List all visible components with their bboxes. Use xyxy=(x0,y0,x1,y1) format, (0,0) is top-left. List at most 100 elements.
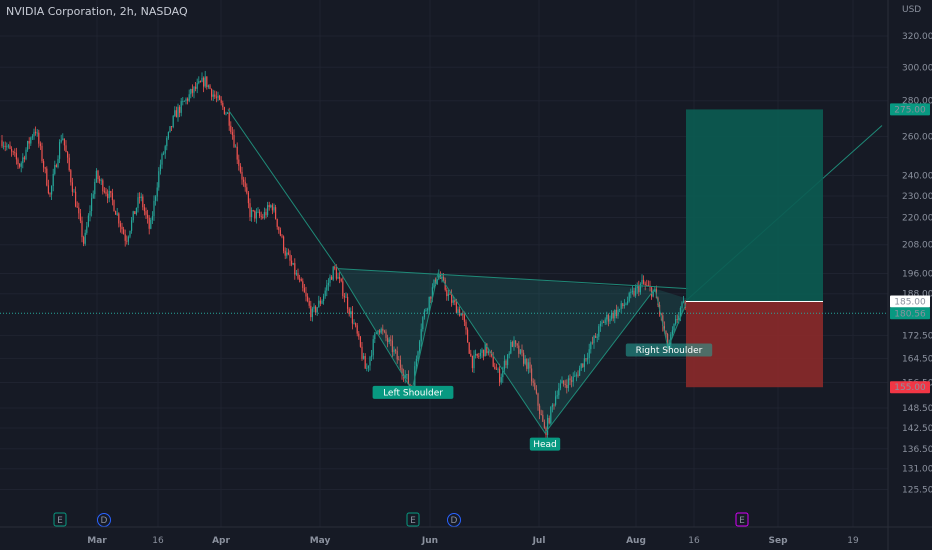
candle-body xyxy=(84,232,86,244)
candle-body xyxy=(569,378,571,381)
candle-body xyxy=(102,180,104,192)
candle-body xyxy=(343,296,345,298)
candle-body xyxy=(555,396,557,405)
candle-body xyxy=(505,360,507,366)
candle-body xyxy=(279,230,281,236)
candle-body xyxy=(239,165,241,172)
candle-body xyxy=(287,252,289,255)
candle-body xyxy=(9,145,11,149)
candle-body xyxy=(675,319,677,325)
candle-body xyxy=(367,365,369,369)
y-tick-label: 188.00 xyxy=(902,290,932,300)
candle-body xyxy=(183,100,185,102)
candle-body xyxy=(222,102,224,108)
candle-body xyxy=(422,317,424,330)
candle-body xyxy=(553,404,555,406)
candle-body xyxy=(235,146,237,148)
candle-body xyxy=(566,384,568,389)
candle-body xyxy=(435,279,437,285)
candle-body xyxy=(196,83,198,89)
candle-body xyxy=(89,211,91,216)
candle-body xyxy=(470,353,472,356)
candle-body xyxy=(75,191,77,207)
candle-body xyxy=(292,263,294,265)
candle-body xyxy=(622,303,624,307)
candle-body xyxy=(492,355,494,367)
candle-body xyxy=(543,421,545,428)
candle-body xyxy=(526,358,528,369)
candle-body xyxy=(409,384,411,387)
y-tick-label: 196.00 xyxy=(902,270,932,280)
price-axis[interactable]: 320.00 300.00 280.00 260.00 240.00 230.00 220.… xyxy=(887,0,932,550)
candle-body xyxy=(537,393,539,406)
candle-body xyxy=(652,291,654,297)
candle-body xyxy=(339,277,341,279)
candle-body xyxy=(587,357,589,360)
candle-body xyxy=(500,377,502,383)
candle-body xyxy=(468,342,470,354)
candle-body xyxy=(175,110,177,118)
candle-body xyxy=(305,292,307,297)
candle-body xyxy=(431,287,433,299)
candle-body xyxy=(81,220,83,238)
y-tick-label: 164.50 xyxy=(902,354,932,364)
candle-body xyxy=(214,94,216,97)
candle-body xyxy=(521,349,523,353)
candle-body xyxy=(502,369,504,378)
candle-body xyxy=(63,138,65,146)
candle-body xyxy=(171,126,173,127)
time-axis[interactable]: Mar 16 Apr May Jun Jul Aug 16 Sep 19 xyxy=(0,526,932,546)
candle-body xyxy=(7,145,9,147)
candle-body xyxy=(243,179,245,182)
candle-body xyxy=(187,98,189,101)
candle-body xyxy=(265,212,267,216)
candle-body xyxy=(419,341,421,352)
candle-body xyxy=(540,413,542,415)
candle-body xyxy=(355,323,357,326)
candle-body xyxy=(356,325,358,334)
candle-body xyxy=(108,190,110,199)
candle-body xyxy=(35,131,37,134)
candle-body xyxy=(524,358,526,364)
candle-body xyxy=(585,358,587,360)
candle-body xyxy=(591,342,593,344)
candle-body xyxy=(227,112,229,114)
candle-body xyxy=(441,276,443,279)
candle-body xyxy=(191,88,193,93)
candle-body xyxy=(67,152,69,158)
candle-body xyxy=(1,140,3,147)
price-tag: 155.00 xyxy=(894,383,926,393)
candle-body xyxy=(295,273,297,275)
candle-body xyxy=(611,312,613,319)
right-shoulder-area xyxy=(655,288,688,349)
candle-body xyxy=(167,132,169,139)
candle-body xyxy=(513,340,515,347)
candle-body xyxy=(38,132,40,144)
candle-body xyxy=(158,171,160,188)
candle-body xyxy=(142,196,144,208)
candle-body xyxy=(476,353,478,356)
candle-body xyxy=(542,414,544,422)
candle-body xyxy=(547,417,549,435)
candle-body xyxy=(678,315,680,320)
candle-body xyxy=(30,137,32,144)
candle-body xyxy=(201,77,203,82)
candle-body xyxy=(523,352,525,364)
candle-body xyxy=(79,213,81,221)
candle-body xyxy=(438,275,440,280)
candle-body xyxy=(351,311,353,324)
y-tick-label: 320.00 xyxy=(902,32,932,42)
candle-body xyxy=(451,294,453,303)
candle-body xyxy=(635,288,637,296)
candle-body xyxy=(65,145,67,153)
x-tick-label: Aug xyxy=(626,536,646,546)
x-tick-label: 16 xyxy=(152,536,164,546)
long-position-tool[interactable] xyxy=(686,109,823,388)
x-tick-label: Apr xyxy=(212,536,230,546)
candle-body xyxy=(300,279,302,282)
candle-body xyxy=(574,375,576,377)
candle-body xyxy=(417,351,419,359)
candle-body xyxy=(137,197,139,208)
candle-body xyxy=(241,171,243,180)
